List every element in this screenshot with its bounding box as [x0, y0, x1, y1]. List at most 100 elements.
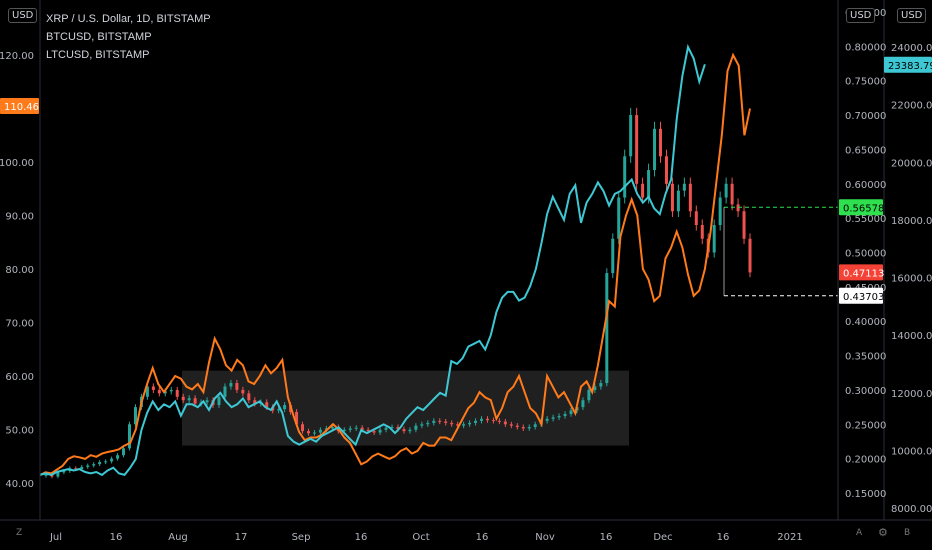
xrp-price-label-bg — [839, 264, 883, 281]
xrp-candle-body — [253, 400, 257, 404]
xrp-candle-body — [306, 431, 310, 434]
xrp-candle-body — [301, 424, 305, 432]
xrp-candle-body — [462, 424, 466, 426]
legend-btcusd[interactable]: BTCUSD, BITSTAMP — [46, 31, 152, 43]
xrp-tick-label: 0.80000 — [845, 42, 886, 53]
xrp-candle-body — [641, 183, 645, 198]
xrp-candle-body — [694, 211, 698, 226]
xrp-candle-body — [700, 225, 704, 239]
left-tick-label: 100.00 — [0, 158, 34, 169]
legend-main[interactable]: XRP / U.S. Dollar, 1D, BITSTAMP — [46, 13, 211, 25]
xrp-candle-body — [163, 391, 167, 394]
x-axis-ticks: Jul 16 Aug 17 Sep 16 Oct 16 Nov 16 Dec 16 2021 — [49, 532, 803, 543]
btc-tick-label: 24000.00 — [891, 43, 932, 54]
mid-unit-button[interactable]: USD — [846, 8, 876, 23]
xrp-candle-body — [450, 422, 454, 425]
xrp-candle-body — [408, 429, 412, 432]
xrp-candle-body — [56, 472, 60, 477]
btc-tick-label: 20000.00 — [891, 158, 932, 169]
left-tick-label: 120.00 — [0, 51, 34, 62]
xrp-candle-body — [235, 383, 239, 390]
xrp-candle-body — [563, 413, 567, 417]
xrp-candle-body — [193, 398, 197, 404]
xrp-candle-body — [581, 400, 585, 408]
xrp-candle-body — [223, 386, 227, 397]
xrp-candle-body — [145, 386, 149, 397]
xrp-candle-body — [241, 389, 245, 394]
xrp-candle-body — [384, 427, 388, 430]
xrp-candle-body — [617, 197, 621, 239]
gear-icon[interactable]: ⚙ — [878, 526, 888, 539]
xrp-candle-body — [647, 170, 651, 198]
xrp-candle-body — [653, 128, 657, 171]
right-unit-button[interactable]: USD — [897, 8, 927, 23]
xrp-candle-body — [527, 427, 531, 429]
xrp-candle-body — [533, 424, 537, 428]
z-button[interactable]: Z — [16, 528, 23, 538]
xrp-candle-body — [509, 424, 513, 426]
xrp-candle-body — [515, 425, 519, 428]
xrp-candle-body — [187, 398, 191, 401]
xrp-candle-body — [545, 418, 549, 421]
xrp-candle-body — [348, 428, 352, 430]
x-tick-label: 16 — [600, 532, 613, 543]
xrp-candle-body — [312, 432, 316, 434]
left-tick-label: 80.00 — [5, 265, 34, 276]
xrp-candle-body — [724, 183, 728, 198]
xrp-candle-body — [396, 427, 400, 430]
xrp-candle-body — [44, 473, 48, 476]
b-button[interactable]: B — [904, 528, 911, 538]
xrp-candle-body — [718, 197, 722, 226]
xrp-candle-body — [635, 115, 639, 184]
xrp-candle-body — [611, 238, 615, 274]
xrp-candle-body — [318, 429, 322, 433]
level-green-label-bg — [839, 199, 883, 216]
xrp-candle-body — [688, 183, 692, 212]
xrp-candle-body — [414, 425, 418, 430]
xrp-candle-body — [157, 389, 161, 394]
xrp-candle-body — [390, 427, 394, 429]
xrp-candle-body — [354, 427, 358, 429]
a-button[interactable]: A — [856, 528, 863, 538]
x-tick-label: Aug — [168, 532, 188, 543]
ltcusd-line — [39, 52, 751, 476]
xrp-candle-body — [730, 183, 734, 205]
xrp-candle-body — [593, 386, 597, 390]
range-box-rect — [182, 370, 629, 446]
left-unit-button[interactable]: USD — [8, 8, 38, 23]
legend-ltcusd[interactable]: LTCUSD, BITSTAMP — [46, 49, 150, 61]
ltc-price-label-text: 110.46 — [4, 102, 39, 113]
xrp-candle-body — [444, 421, 448, 423]
xrp-candle-body — [521, 427, 525, 429]
btc-tick-label: 14000.00 — [891, 331, 932, 342]
level-white-label-bg — [839, 287, 883, 304]
xrp-candle-body — [295, 411, 299, 425]
xrp-candle-body — [330, 427, 334, 429]
xrp-candle-body — [480, 418, 484, 421]
xrp-candle-body — [283, 405, 287, 410]
xrp-candle-body — [676, 190, 680, 212]
xrp-tick-label: 0.25000 — [845, 420, 886, 431]
xrp-candle-body — [682, 183, 686, 191]
xrp-tick-label: 0.40000 — [845, 317, 886, 328]
xrp-candle-body — [569, 410, 573, 414]
btc-axis-ticks: 8000.00 10000.00 12000.00 14000.00 16000.00 1… — [891, 43, 932, 515]
x-tick-label: Dec — [653, 532, 672, 543]
x-tick-label: 2021 — [777, 532, 802, 543]
xrp-candle-body — [74, 468, 78, 470]
chart-legend: XRP / U.S. Dollar, 1D, BITSTAMP BTCUSD, … — [46, 10, 211, 64]
xrp-candle-body — [277, 409, 281, 411]
x-tick-label: Oct — [412, 532, 429, 543]
x-tick-label: 16 — [355, 532, 368, 543]
xrp-candle-body — [736, 204, 740, 212]
xrp-candle-body — [426, 422, 430, 425]
xrp-tick-label: 0.70000 — [845, 111, 886, 122]
xrp-tick-label: 0.30000 — [845, 386, 886, 397]
x-tick-label: Sep — [292, 532, 311, 543]
btc-tick-label: 22000.00 — [891, 101, 932, 112]
xrp-tick-label: 0.20000 — [845, 455, 886, 466]
xrp-candle-body — [605, 273, 609, 384]
xrp-candle-body — [432, 420, 436, 423]
btc-tick-label: 16000.00 — [891, 274, 932, 285]
